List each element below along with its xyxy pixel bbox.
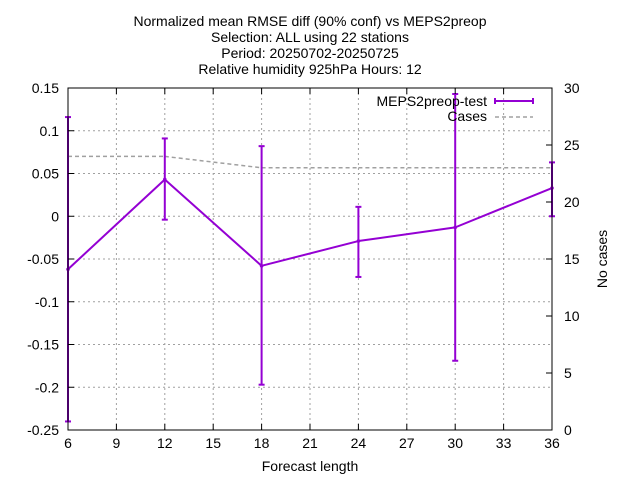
y-tick-label: -0.15	[27, 337, 59, 353]
x-tick-label: 9	[113, 435, 121, 451]
cases-series	[68, 155, 552, 169]
x-tick-label: 21	[302, 435, 318, 451]
legend-label-cases: Cases	[447, 108, 487, 124]
y2-tick-label: 15	[564, 251, 580, 267]
x-tick-label: 12	[157, 435, 173, 451]
x-tick-label: 36	[544, 435, 560, 451]
title-line: Selection: ALL using 22 stations	[211, 29, 409, 45]
cases-line-segment	[164, 155, 262, 169]
series-line-segment	[358, 226, 456, 243]
x-tick-label: 24	[351, 435, 367, 451]
title-line: Normalized mean RMSE diff (90% conf) vs …	[134, 13, 487, 29]
legend-label-meps: MEPS2preop-test	[377, 93, 488, 109]
x-tick-label: 18	[254, 435, 270, 451]
y2-tick-label: 25	[564, 137, 580, 153]
x-tick-label: 33	[496, 435, 512, 451]
x-axis-label: Forecast length	[262, 458, 359, 474]
series-line-segment	[454, 187, 553, 229]
y2-tick-label: 10	[564, 308, 580, 324]
x-tick-label: 27	[399, 435, 415, 451]
data-point	[163, 177, 167, 182]
y-tick-label: -0.25	[27, 422, 59, 438]
series-line-segment	[67, 178, 166, 270]
y-tick-label: -0.1	[35, 294, 59, 310]
y2-tick-label: 30	[564, 80, 580, 96]
title-line: Relative humidity 925hPa Hours: 12	[198, 61, 422, 77]
series-line-segment	[164, 178, 263, 267]
series-line-segment	[261, 240, 359, 267]
data-point	[259, 264, 264, 268]
data-point	[356, 239, 361, 243]
y-tick-label: -0.2	[35, 379, 59, 395]
data-point	[453, 225, 458, 230]
y2-tick-label: 20	[564, 194, 580, 210]
y2-tick-label: 0	[564, 422, 572, 438]
y-tick-label: 0.15	[32, 80, 59, 96]
x-tick-label: 30	[447, 435, 463, 451]
y-tick-label: 0	[51, 208, 59, 224]
x-tick-label: 6	[64, 435, 72, 451]
y2-tick-label: 5	[564, 365, 572, 381]
y-tick-label: 0.1	[40, 123, 60, 139]
y-tick-label: -0.05	[27, 251, 59, 267]
axis-ticks: 6 9 12 15 18 21 24 27 30 33 36 0.15 0.1 0.05 0 -0.05 -0.…	[27, 80, 580, 451]
y2-axis-label: No cases	[594, 230, 610, 288]
axis-labels: Forecast length No cases	[262, 230, 610, 474]
title-line: Period: 20250702-20250725	[221, 45, 399, 61]
y-tick-label: 0.05	[32, 166, 59, 182]
x-tick-label: 15	[205, 435, 221, 451]
chart-title: Normalized mean RMSE diff (90% conf) vs …	[134, 13, 487, 77]
grid	[68, 88, 552, 430]
